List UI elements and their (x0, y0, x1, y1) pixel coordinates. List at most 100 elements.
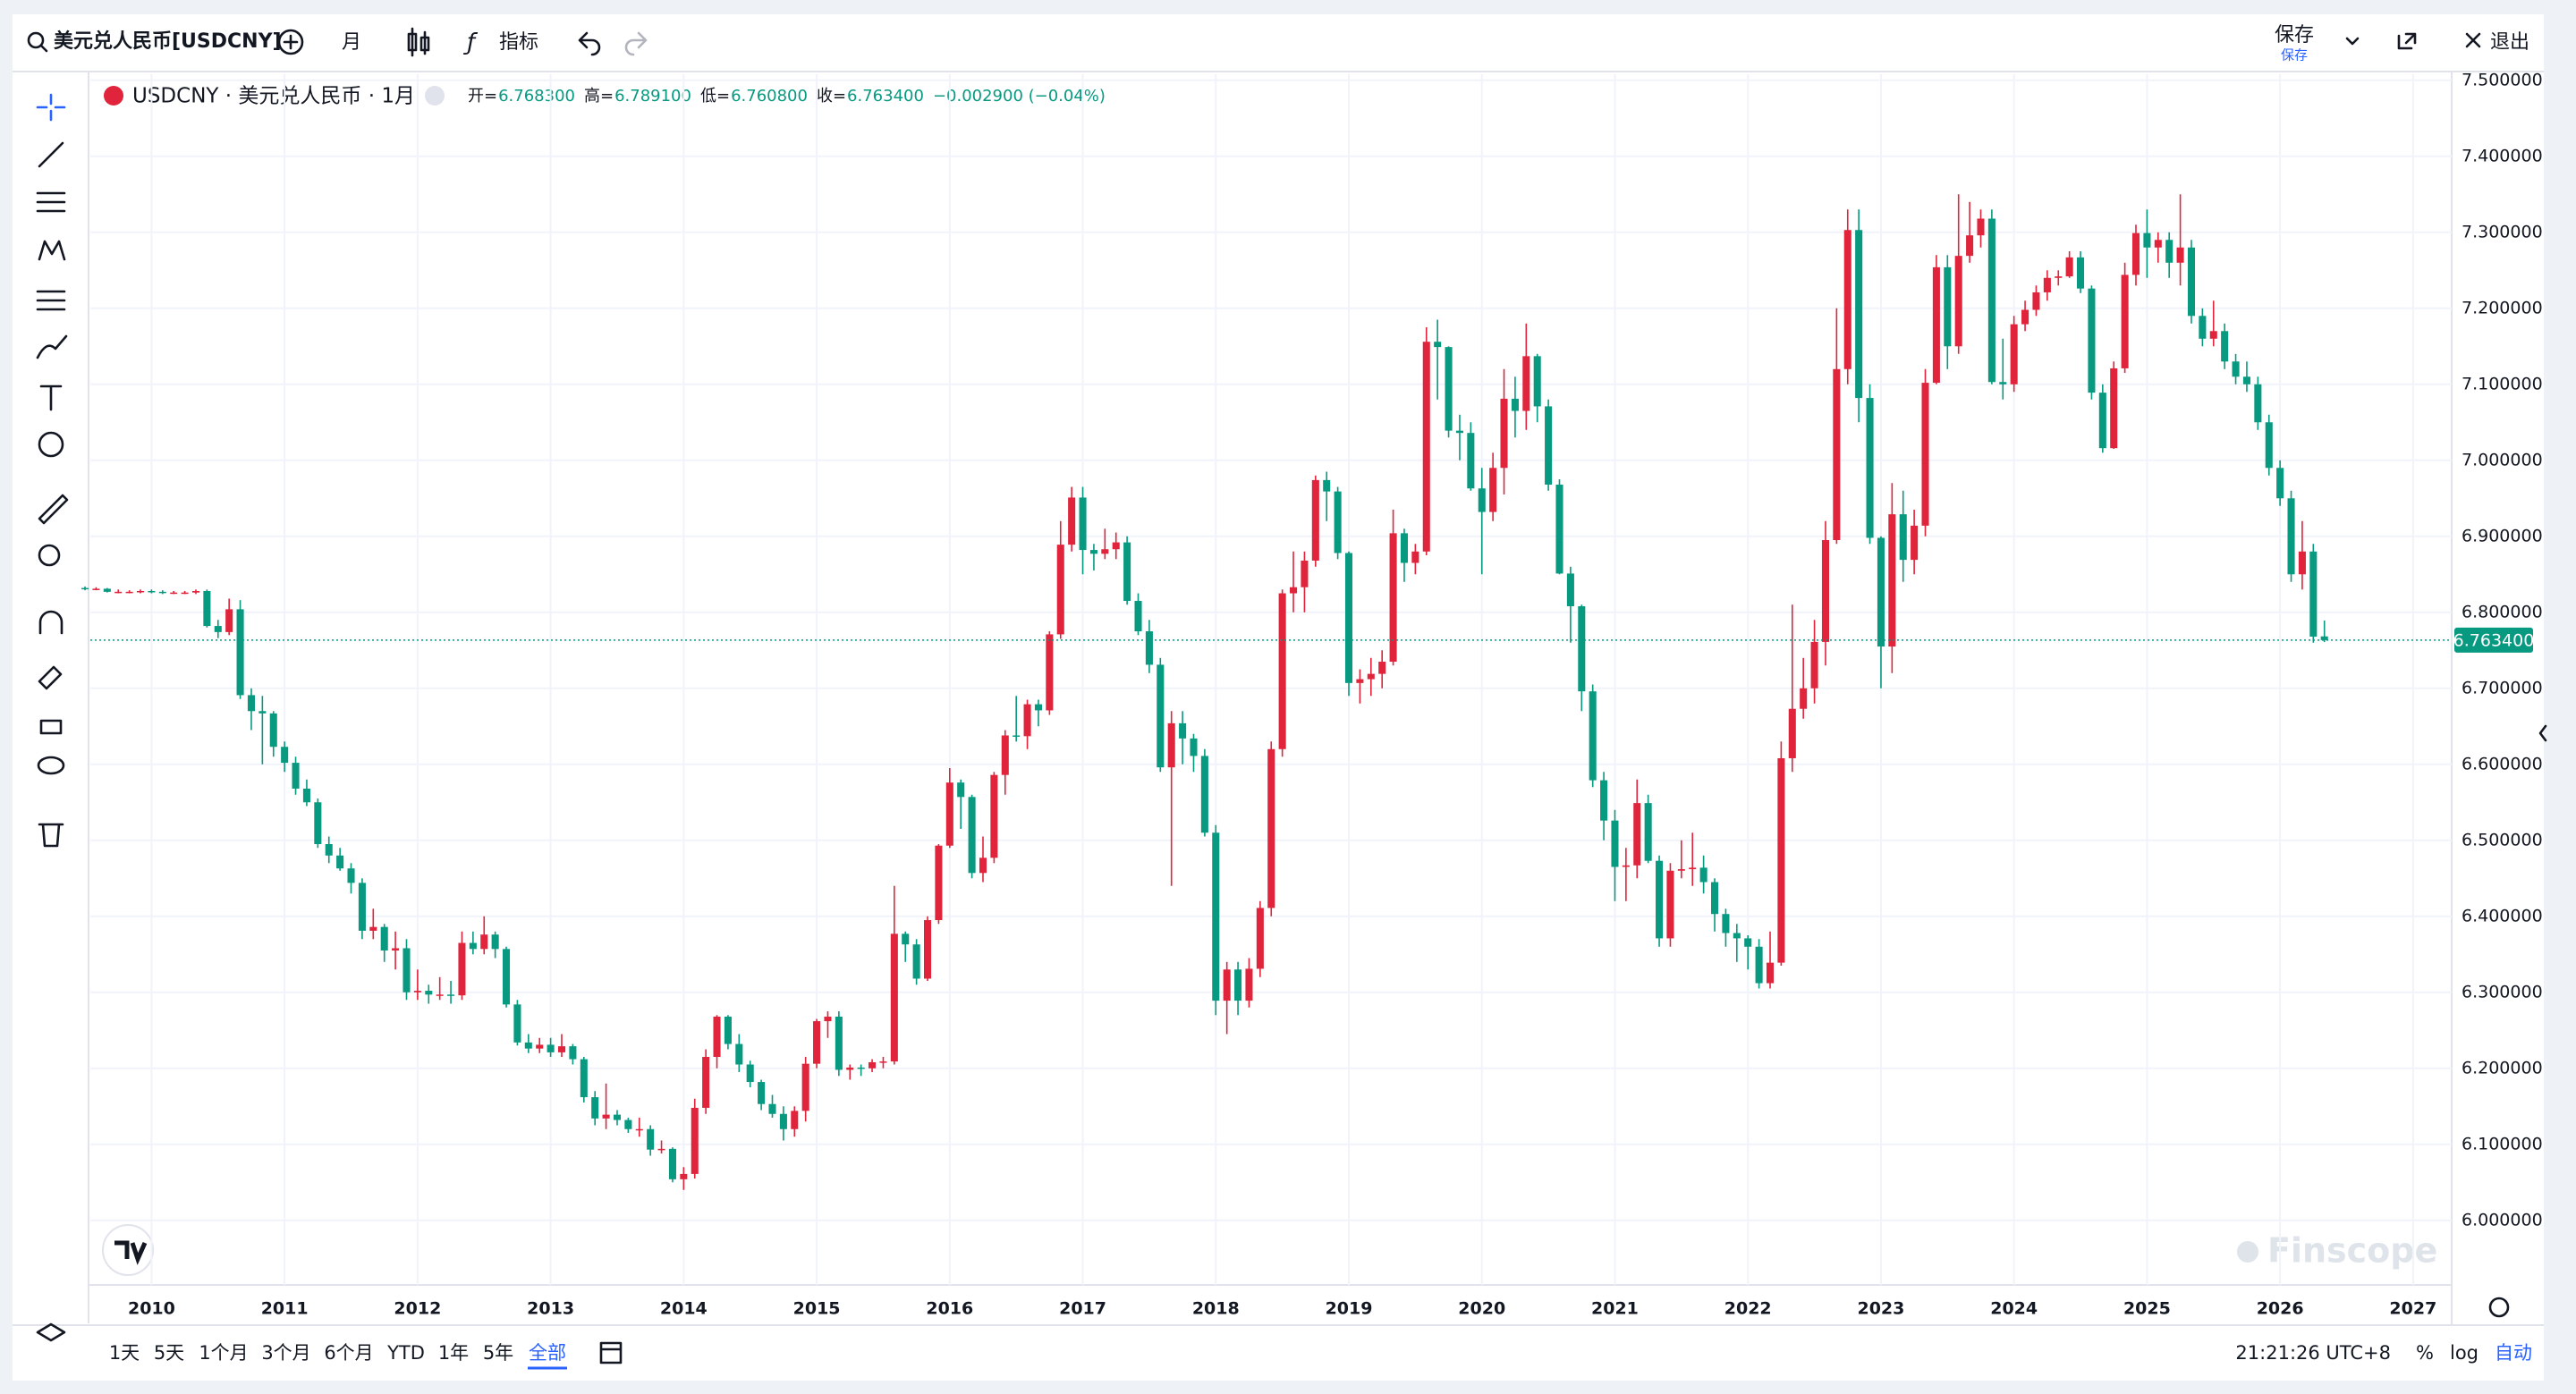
candle-body (536, 1044, 544, 1049)
range-button[interactable]: 1天 (109, 1342, 140, 1364)
candle-body (1445, 347, 1453, 431)
icon-tool[interactable] (38, 431, 64, 458)
range-button[interactable]: 全部 (529, 1342, 566, 1364)
candle-body (281, 747, 289, 764)
candle-body (336, 855, 344, 869)
candle-body (1046, 634, 1054, 711)
range-button[interactable]: 5年 (483, 1342, 513, 1364)
candle-body (680, 1173, 688, 1179)
auto-toggle[interactable]: 自动 (2495, 1342, 2532, 1364)
candle-body (990, 774, 998, 858)
y-tick-label: 6.000000 (2462, 1210, 2543, 1229)
legend-toggle[interactable] (425, 86, 445, 106)
log-toggle[interactable]: log (2450, 1342, 2479, 1364)
settings-button[interactable] (2488, 1297, 2510, 1318)
y-tick-label: 7.300000 (2462, 222, 2543, 241)
measure-tool[interactable] (38, 494, 69, 525)
candle-body (1344, 553, 1353, 683)
chart-type-button[interactable] (407, 27, 430, 57)
fib-tool[interactable] (36, 191, 66, 213)
add-symbol-button[interactable] (277, 29, 304, 55)
range-button[interactable]: YTD (386, 1342, 425, 1364)
range-button[interactable]: 6个月 (324, 1342, 373, 1364)
y-tick-label: 6.200000 (2462, 1058, 2543, 1077)
candle-body (1977, 218, 1985, 236)
save-menu[interactable] (2345, 37, 2360, 46)
collapse-panel[interactable] (2538, 724, 2547, 742)
candle-body (1001, 735, 1009, 775)
text-tool[interactable] (39, 384, 63, 411)
candle-body (258, 711, 267, 714)
candle-body (1699, 867, 1707, 883)
range-button[interactable]: 5天 (154, 1342, 184, 1364)
candle-body (2187, 247, 2196, 317)
undo-button[interactable] (578, 31, 601, 56)
hide-tool[interactable] (37, 756, 65, 775)
range-button[interactable]: 1个月 (199, 1342, 248, 1364)
candle-body (1356, 679, 1364, 683)
brush-tool[interactable] (36, 334, 68, 359)
candle-body (1899, 514, 1907, 561)
candle-body (613, 1114, 622, 1120)
redo-button[interactable] (624, 31, 648, 56)
interval-button[interactable]: 月 (342, 31, 361, 54)
candle-body (1500, 398, 1508, 469)
candle-body (1800, 688, 1808, 709)
legend-low: 6.760800 (731, 87, 808, 106)
candle-body (691, 1107, 699, 1174)
exit-button[interactable]: 退出 (2465, 31, 2529, 54)
candle-body (668, 1148, 676, 1179)
candle-body (1888, 514, 1896, 647)
save-button[interactable]: 保存 (2275, 24, 2314, 46)
candle-body (447, 994, 455, 996)
candle-body (436, 994, 444, 996)
candle-body (979, 858, 987, 874)
magnet-tool[interactable] (38, 610, 64, 635)
candle-body (1755, 946, 1763, 984)
candle-body (1267, 748, 1275, 908)
percent-toggle[interactable]: % (2416, 1342, 2434, 1364)
zoom-tool[interactable] (38, 544, 61, 567)
symbol-name[interactable]: 美元兑人民币[USDCNY] (54, 30, 282, 53)
candle-body (170, 592, 178, 595)
trendline-tool[interactable] (38, 141, 64, 168)
lock-tool[interactable] (39, 719, 63, 735)
candle-body (1911, 525, 1919, 561)
panel (13, 14, 2544, 1381)
candle-body (392, 948, 400, 951)
y-tick-label: 6.300000 (2462, 982, 2543, 1001)
indicators-label[interactable]: 指标 (499, 31, 538, 54)
lock-drawing-tool[interactable] (38, 665, 63, 690)
candle-body (635, 1128, 643, 1131)
delete-tool[interactable] (38, 823, 64, 848)
x-tick-label: 2024 (1990, 1299, 2038, 1319)
crosshair-tool[interactable] (36, 93, 66, 122)
y-tick-label: 7.500000 (2462, 70, 2543, 89)
x-tick-label: 2017 (1059, 1299, 1106, 1319)
date-range-button[interactable] (599, 1341, 623, 1364)
legend-close: 6.763400 (847, 87, 924, 106)
fullscreen-button[interactable] (2397, 32, 2417, 50)
exit-label[interactable]: 退出 (2490, 31, 2529, 54)
layers-button[interactable] (36, 1322, 66, 1342)
candle-body (857, 1067, 865, 1069)
candle-body (2021, 309, 2029, 325)
candle-body (1511, 398, 1519, 411)
legend-high: 6.789100 (614, 87, 691, 106)
y-tick-label: 7.200000 (2462, 298, 2543, 317)
candle-body (325, 844, 333, 856)
legend-low-label: 低= (700, 87, 730, 106)
candle-body (624, 1119, 632, 1129)
pattern-tool[interactable] (38, 240, 66, 261)
candle-body (2043, 277, 2051, 292)
indicators-button[interactable]: ƒ 指标 (462, 30, 538, 56)
candle-body (1056, 545, 1064, 635)
range-button[interactable]: 3个月 (261, 1342, 310, 1364)
candle-body (935, 845, 943, 921)
projection-tool[interactable] (36, 290, 66, 311)
candle-body (1855, 230, 1863, 399)
search-button[interactable]: 美元兑人民币[USDCNY] (27, 30, 282, 53)
range-button[interactable]: 1年 (438, 1342, 469, 1364)
x-tick-label: 2013 (527, 1299, 574, 1319)
candle-body (1278, 593, 1286, 749)
